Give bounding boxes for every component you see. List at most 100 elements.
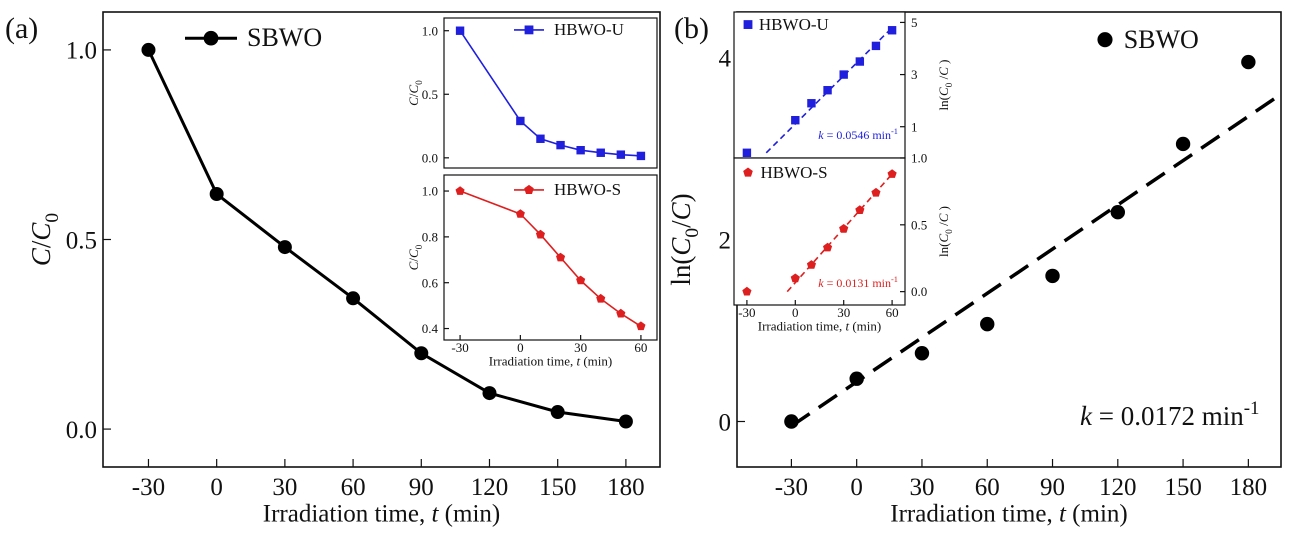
y-tick-label: 0.8 (422, 229, 438, 244)
data-point (823, 86, 832, 95)
x-tick-label: 90 (1040, 474, 1065, 501)
x-axis-label: Irradiation time, t (min) (263, 500, 500, 527)
x-tick-label: 0 (517, 340, 524, 355)
x-tick-label: 120 (471, 474, 509, 501)
rate-constant-label: k = 0.0131 min-1 (818, 275, 898, 290)
x-tick-label: 0 (792, 305, 799, 320)
y-tick-label: 4 (719, 45, 732, 72)
x-tick-label: 30 (272, 474, 297, 501)
data-point (596, 293, 606, 303)
data-point (550, 405, 565, 420)
data-point (277, 240, 292, 255)
x-tick-label: 30 (574, 340, 587, 355)
data-point (556, 140, 565, 150)
legend-marker (743, 167, 753, 177)
y-tick-label: 1 (911, 119, 918, 134)
data-point (849, 371, 864, 386)
y-tick-label: 0.5 (66, 227, 97, 254)
x-tick-label: 0 (850, 474, 863, 501)
data-point (482, 386, 497, 401)
data-point (855, 57, 865, 66)
data-point (839, 70, 848, 79)
y-tick-label: 0.5 (911, 217, 927, 232)
data-point (887, 169, 897, 178)
legend-label: HBWO-S (760, 163, 827, 182)
data-point (790, 273, 800, 283)
y-tick-label: 0.0 (422, 150, 438, 165)
data-point (980, 316, 995, 332)
data-point (636, 151, 646, 161)
y-tick-label: 0.6 (422, 275, 439, 290)
x-tick-label: 60 (975, 474, 1000, 501)
legend-label: SBWO (247, 23, 322, 52)
data-point (636, 321, 646, 331)
data-point (887, 26, 897, 35)
data-point (536, 134, 545, 143)
data-point (576, 275, 586, 285)
series-line (459, 190, 642, 327)
x-tick-label: 150 (1164, 474, 1202, 501)
data-point (871, 41, 881, 51)
data-point (556, 252, 566, 262)
panel-label-b: (b) (674, 12, 709, 45)
data-point (616, 308, 626, 318)
legend-marker (743, 20, 753, 29)
y-tick-label: 3 (911, 67, 918, 82)
data-point (616, 150, 626, 159)
data-point (596, 148, 605, 157)
x-tick-label: -30 (775, 474, 808, 501)
data-point (742, 148, 752, 157)
y-axis-label: C/C0 (26, 213, 63, 266)
y-axis-label: ln(C0 /C ) (936, 60, 955, 111)
data-point (516, 116, 525, 126)
data-point (414, 346, 429, 361)
b-inset-s-plot: 0.0 0.5 1.0 -30 0 30 60 Irradiation time, t (mi… (733, 151, 955, 334)
y-tick-label: 0.4 (422, 321, 439, 336)
y-axis-label: ln(C0/C) (666, 193, 703, 285)
axes-frame (733, 157, 906, 306)
legend-marker (203, 30, 219, 46)
y-tick-label: 1.0 (422, 184, 438, 199)
data-point (1175, 136, 1191, 152)
data-point (807, 99, 816, 108)
x-tick-label: 90 (409, 474, 434, 501)
data-point (535, 229, 545, 239)
x-tick-label: 180 (1230, 474, 1268, 501)
rate-constant-label: k = 0.0546 min-1 (818, 127, 898, 142)
x-tick-label: -30 (738, 305, 755, 320)
y-tick-label: 1.0 (66, 38, 97, 65)
legend-label: SBWO (1124, 25, 1199, 54)
a-inset-s-plot: 0.4 0.6 0.8 1.0 -30 0 30 60 Irradiation time, t … (406, 174, 658, 369)
y-tick-label: 5 (911, 15, 918, 30)
x-tick-label: 120 (1099, 474, 1137, 501)
y-tick-label: 0.0 (911, 284, 927, 299)
axes-frame (443, 174, 658, 341)
x-tick-label: 60 (886, 305, 899, 320)
x-tick-label: 30 (909, 474, 934, 501)
x-axis-label: Irradiation time, t (min) (890, 500, 1127, 527)
data-point (871, 187, 881, 197)
b-inset-u-plot: 1 3 5 ln(C0 /C ) HBWO-U k = 0.0546 min-1 (733, 11, 955, 159)
x-axis-label: Irradiation time, t (min) (489, 354, 612, 369)
rate-constant-label: k = 0.0172 min-1 (1080, 398, 1259, 431)
data-point (1045, 268, 1060, 284)
y-tick-label: 0 (719, 409, 732, 436)
series-line (147, 49, 627, 423)
data-point (839, 224, 849, 233)
data-point (914, 346, 930, 361)
legend-marker (524, 25, 534, 35)
data-point (346, 291, 361, 306)
y-tick-label: 1.0 (911, 151, 927, 166)
y-axis-label: ln(C0 /C ) (936, 206, 955, 257)
x-tick-label: 0 (210, 474, 223, 501)
legend-label: HBWO-S (554, 180, 621, 199)
data-point (576, 146, 585, 155)
x-tick-label: 150 (539, 474, 577, 501)
charts-layer: 0.00.51.0-30 0 30 60 90 120 150 180Irradiation … (26, 11, 1282, 527)
legend-label: HBWO-U (554, 20, 624, 39)
y-tick-label: 1.0 (422, 23, 438, 38)
data-point (515, 209, 525, 218)
axes-frame (443, 17, 658, 169)
y-axis-label: C/C0 (406, 244, 425, 270)
